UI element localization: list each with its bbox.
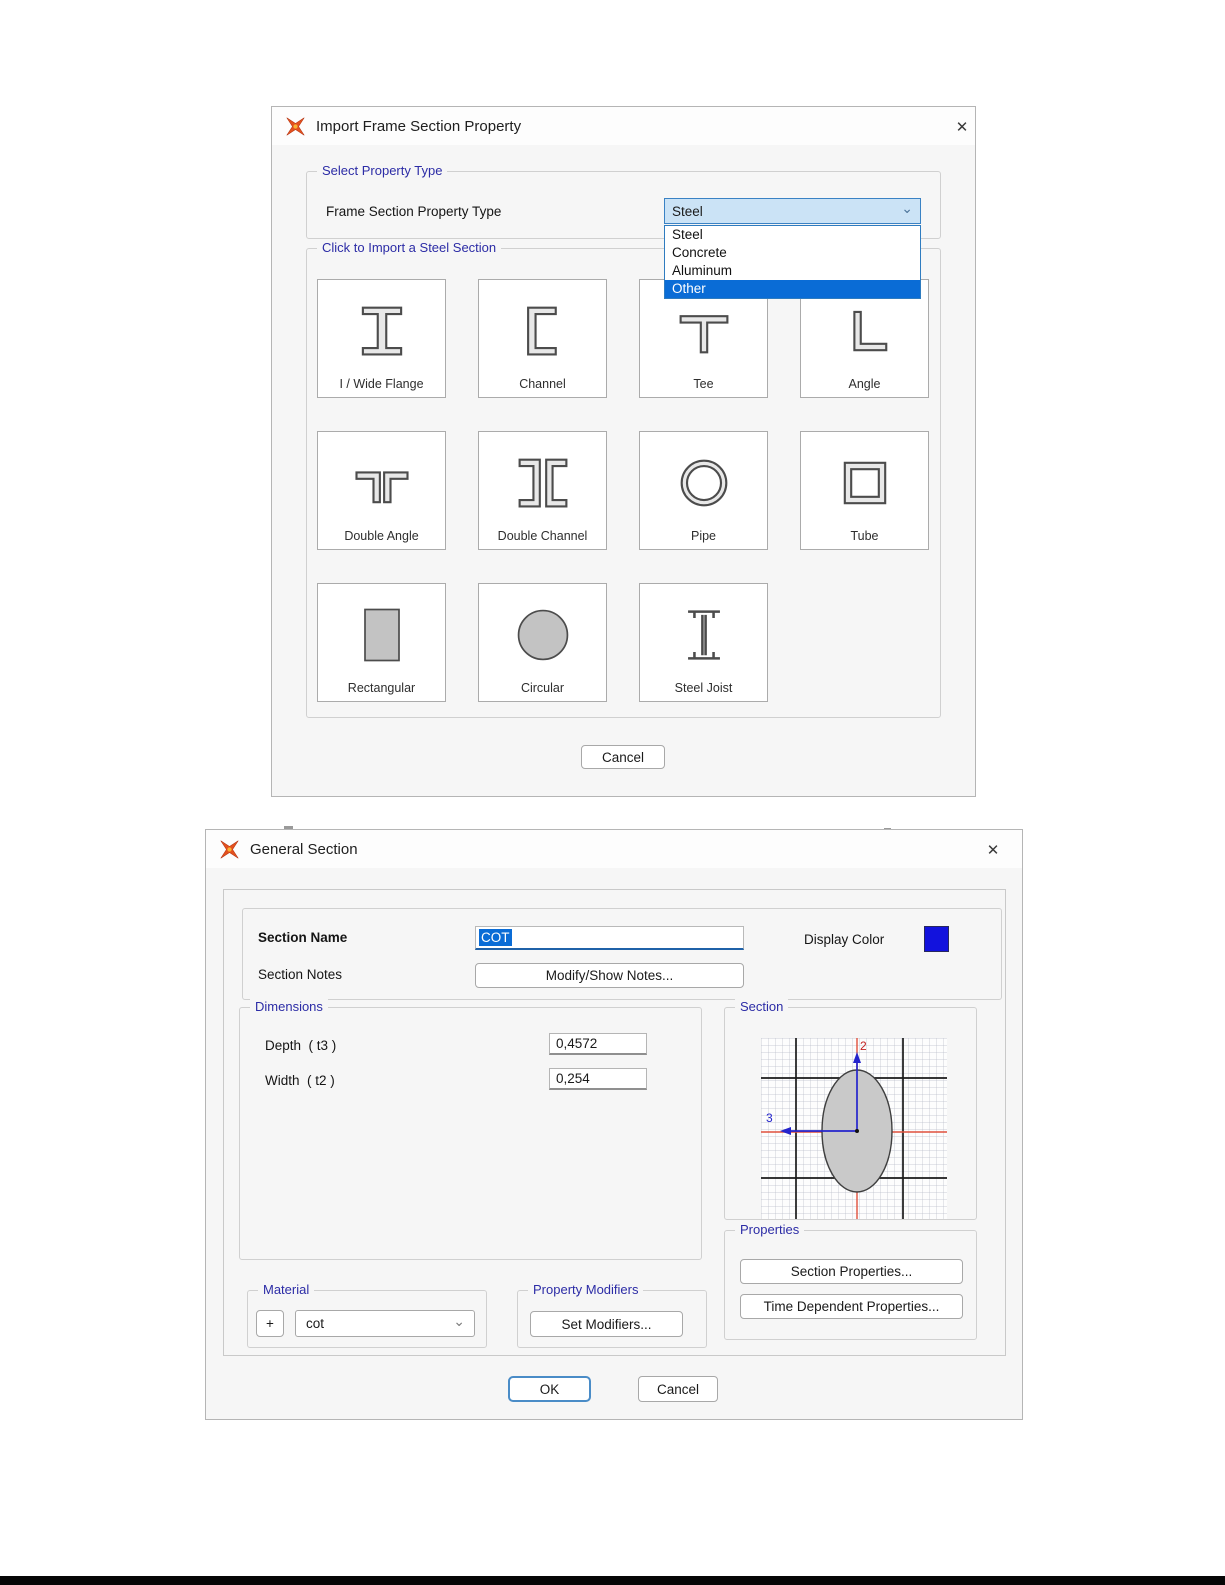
ok-button[interactable]: OK [508, 1376, 591, 1402]
depth-value: 0,4572 [556, 1036, 598, 1051]
general-dialog-titlebar: General Section [206, 830, 1022, 868]
dimensions-legend: Dimensions [250, 999, 328, 1014]
import-dialog-titlebar: Import Frame Section Property [272, 107, 975, 145]
property-type-dropdown-list: Steel Concrete Aluminum Other [664, 225, 921, 299]
tee-icon [679, 314, 728, 353]
background-artifact [284, 826, 293, 829]
axis-2-label: 2 [860, 1039, 867, 1053]
steel-joist-icon [687, 609, 720, 660]
select-property-type-group: Select Property Type [306, 163, 941, 239]
rectangular-icon [363, 608, 400, 661]
section-name-input[interactable]: COT [475, 926, 744, 950]
general-section-panel: Section Name COT Display Color Section N… [223, 889, 1006, 1356]
page-bottom-bar [0, 1576, 1225, 1585]
section-preview-legend: Section [735, 999, 789, 1014]
material-combobox-value: cot [306, 1316, 325, 1331]
section-properties-button[interactable]: Section Properties... [740, 1259, 963, 1284]
tube-icon [843, 461, 886, 504]
section-card-steel-joist[interactable]: Steel Joist [639, 583, 768, 702]
section-card-label: Circular [520, 681, 565, 695]
section-card-label: Double Angle [344, 529, 419, 543]
close-icon[interactable]: ✕ [955, 119, 969, 136]
chevron-down-icon: ⌄ [901, 200, 913, 216]
dropdown-option-steel[interactable]: Steel [672, 227, 703, 242]
section-card-label: Steel Joist [674, 681, 733, 695]
cancel-button[interactable]: Cancel [638, 1376, 718, 1402]
section-card-pipe[interactable]: Pipe [639, 431, 768, 550]
display-color-swatch[interactable] [924, 926, 949, 952]
i-wide-flange-icon [361, 306, 402, 355]
double-angle-icon [354, 470, 409, 503]
section-card-double-angle[interactable]: Double Angle [317, 431, 446, 550]
material-combobox[interactable]: cot ⌄ [295, 1310, 475, 1337]
pipe-icon [680, 459, 727, 506]
display-color-label: Display Color [804, 932, 885, 947]
section-card-label: I / Wide Flange [339, 377, 424, 391]
property-type-combobox[interactable]: Steel ⌄ [664, 198, 921, 224]
property-modifiers-legend: Property Modifiers [528, 1282, 644, 1297]
depth-input[interactable]: 0,4572 [549, 1033, 647, 1055]
set-modifiers-button[interactable]: Set Modifiers... [530, 1311, 683, 1337]
axis-3-label: 3 [766, 1111, 773, 1125]
section-card-label: Rectangular [347, 681, 416, 695]
dimensions-group: Dimensions Depth ( t3 ) 0,4572 Width ( t… [239, 999, 702, 1260]
width-input[interactable]: 0,254 [549, 1068, 647, 1090]
app-logo-icon [220, 840, 239, 858]
frame-section-property-type-label: Frame Section Property Type [326, 204, 502, 219]
material-legend: Material [258, 1282, 315, 1297]
section-preview-canvas: 2 3 [761, 1038, 947, 1219]
import-frame-section-dialog: Import Frame Section Property ✕ Select P… [271, 106, 976, 797]
close-icon[interactable]: ✕ [986, 842, 1000, 859]
properties-legend: Properties [735, 1222, 805, 1237]
dropdown-option-aluminum[interactable]: Aluminum [672, 263, 733, 278]
select-property-type-legend: Select Property Type [317, 163, 448, 178]
dropdown-option-other[interactable]: Other [665, 280, 920, 298]
material-group: Material + cot ⌄ [247, 1282, 487, 1348]
section-name-label: Section Name [258, 930, 348, 945]
property-modifiers-group: Property Modifiers Set Modifiers... [517, 1282, 707, 1348]
import-steel-section-group: Click to Import a Steel Section [306, 240, 941, 718]
dropdown-option-concrete[interactable]: Concrete [672, 245, 727, 260]
section-notes-label: Section Notes [258, 967, 343, 982]
width-value: 0,254 [556, 1071, 590, 1086]
section-preview-group: Section [724, 999, 977, 1220]
name-group: Section Name COT Display Color Section N… [242, 908, 1002, 1000]
general-section-dialog: General Section ✕ Section Name COT Displ… [205, 829, 1023, 1420]
double-channel-icon [518, 458, 567, 507]
general-dialog-title: General Section [250, 840, 358, 858]
section-card-label: Pipe [690, 529, 717, 543]
depth-label: Depth ( t3 ) [265, 1038, 337, 1053]
add-material-button[interactable]: + [256, 1310, 284, 1337]
import-dialog-title: Import Frame Section Property [316, 117, 522, 135]
modify-show-notes-button[interactable]: Modify/Show Notes... [475, 963, 744, 988]
section-card-circular[interactable]: Circular [478, 583, 607, 702]
section-card-rectangular[interactable]: Rectangular [317, 583, 446, 702]
app-logo-icon [286, 117, 305, 135]
property-type-combobox-value: Steel [672, 203, 703, 219]
section-name-value: COT [479, 929, 512, 946]
circular-icon [517, 609, 568, 660]
angle-icon [852, 310, 887, 351]
channel-icon [526, 306, 557, 355]
section-card-label: Channel [519, 377, 566, 391]
section-card-label: Double Channel [497, 529, 588, 543]
width-label: Width ( t2 ) [265, 1073, 335, 1088]
chevron-down-icon: ⌄ [453, 1313, 465, 1329]
cancel-button[interactable]: Cancel [581, 745, 665, 769]
properties-group: Properties Section Properties... Time De… [724, 1222, 977, 1340]
import-steel-section-legend: Click to Import a Steel Section [317, 240, 502, 255]
section-card-label: Angle [848, 377, 881, 391]
section-type-grid: I / Wide Flange Channel Tee Angle D [317, 279, 929, 702]
section-card-label: Tube [850, 529, 879, 543]
section-card-channel[interactable]: Channel [478, 279, 607, 398]
section-card-double-channel[interactable]: Double Channel [478, 431, 607, 550]
section-card-label: Tee [693, 377, 714, 391]
section-card-i-wide-flange[interactable]: I / Wide Flange [317, 279, 446, 398]
section-card-tube[interactable]: Tube [800, 431, 929, 550]
time-dependent-properties-button[interactable]: Time Dependent Properties... [740, 1294, 963, 1319]
